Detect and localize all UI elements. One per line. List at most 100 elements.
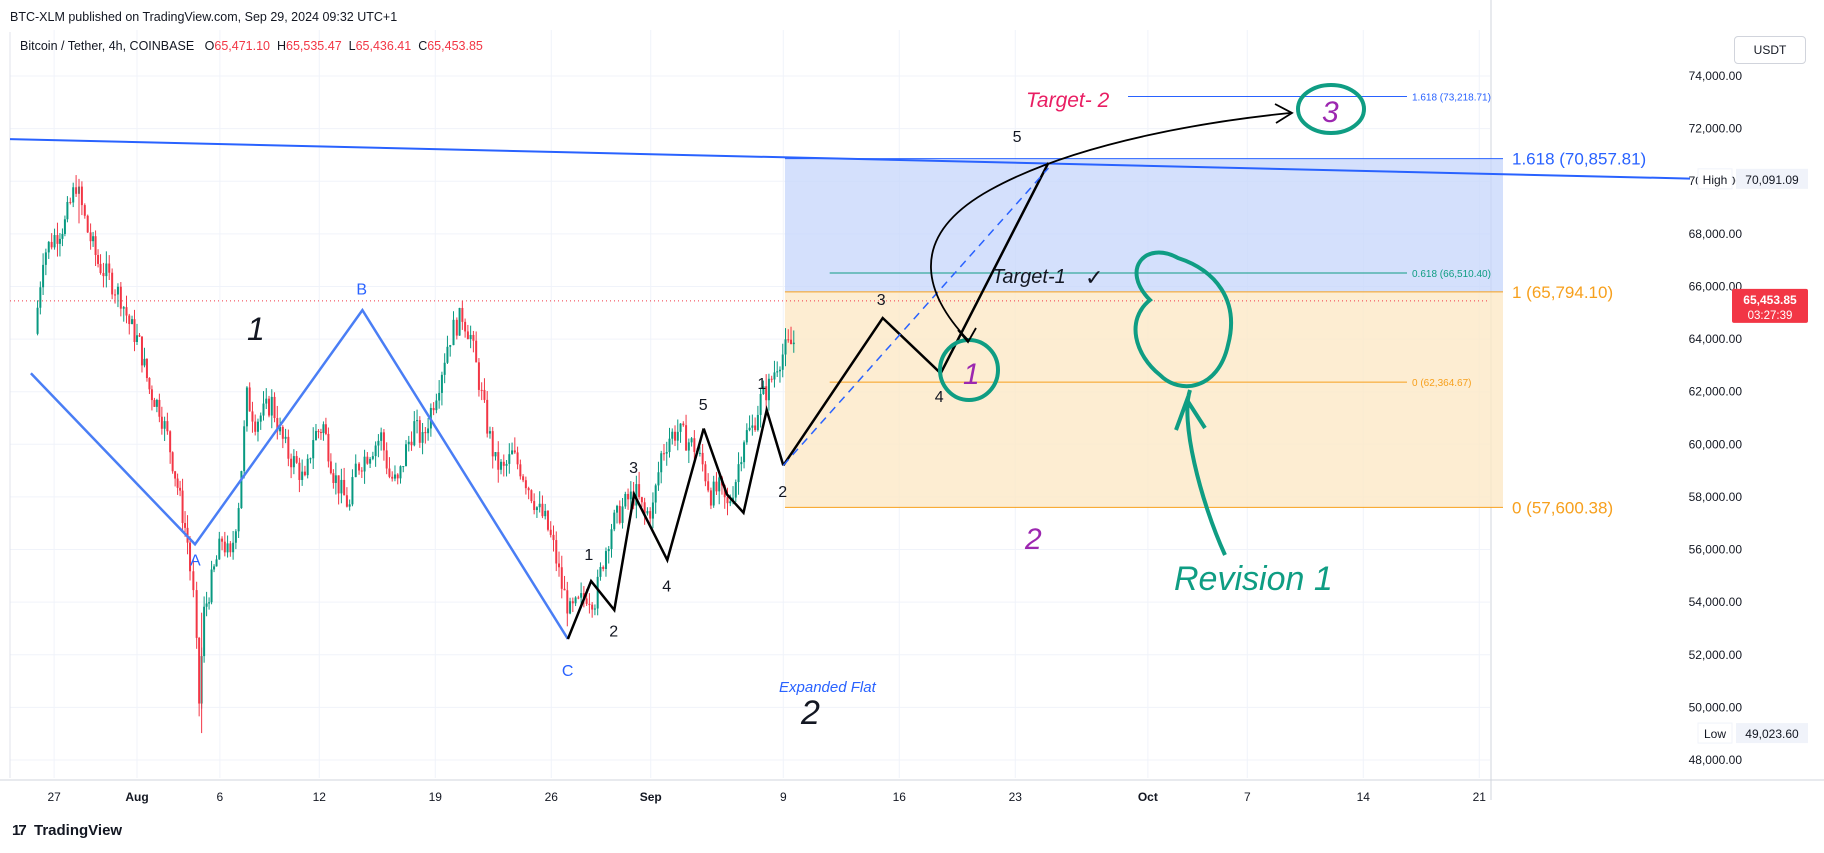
time-tick-label: 6 bbox=[217, 790, 224, 804]
candle-body bbox=[679, 423, 682, 432]
candle-body bbox=[449, 345, 452, 347]
candle-body bbox=[114, 294, 117, 296]
candle-body bbox=[322, 424, 325, 434]
candle-body bbox=[203, 606, 206, 657]
candle-body bbox=[148, 378, 151, 390]
candle-body bbox=[281, 426, 284, 439]
candle-body bbox=[169, 431, 172, 453]
price-tick-label: 56,000.00 bbox=[1689, 543, 1743, 557]
price-tick-label: 72,000.00 bbox=[1689, 122, 1743, 136]
candle-body bbox=[145, 358, 148, 379]
candle-body bbox=[781, 354, 784, 370]
candle-body bbox=[290, 458, 293, 468]
candle-body bbox=[508, 454, 511, 464]
candle-body bbox=[143, 358, 146, 366]
candle-body bbox=[524, 480, 527, 489]
candle-body bbox=[72, 187, 75, 203]
symbol-bar: Bitcoin / Tether, 4h, COINBASE O65,471.1… bbox=[20, 39, 483, 53]
candle-body bbox=[765, 386, 768, 401]
candle-body bbox=[268, 398, 271, 416]
candle-body bbox=[402, 466, 405, 468]
candle-body bbox=[61, 233, 64, 239]
candle-body bbox=[276, 418, 279, 432]
candle-body bbox=[348, 504, 351, 507]
fib-label-0618: 0.618 (66,510.40) bbox=[1412, 269, 1491, 280]
candle-body bbox=[662, 453, 665, 455]
candle-body bbox=[698, 452, 701, 454]
wave-impulse-line bbox=[566, 428, 705, 640]
fib-label-inner-0: 0 (62,364.67) bbox=[1412, 378, 1472, 389]
candle-body bbox=[374, 445, 377, 457]
candle-body bbox=[624, 493, 627, 507]
time-tick-label: 9 bbox=[780, 790, 787, 804]
candle-body bbox=[158, 399, 161, 417]
curved-arrow-head-bottom bbox=[957, 327, 977, 344]
symbol-title[interactable]: Bitcoin / Tether, 4h, COINBASE bbox=[20, 39, 195, 53]
price-tick-label: 74,000.00 bbox=[1689, 69, 1743, 83]
candle-body bbox=[223, 541, 226, 553]
candle-body bbox=[687, 442, 690, 451]
candle-body bbox=[382, 432, 385, 451]
candle-body bbox=[210, 569, 213, 603]
curved-arrow bbox=[930, 112, 1291, 341]
candle-body bbox=[571, 601, 574, 604]
candle-body bbox=[527, 488, 530, 491]
candle-body bbox=[208, 602, 211, 604]
candle-body bbox=[163, 421, 166, 429]
candle-body bbox=[682, 423, 685, 426]
candle-body bbox=[635, 484, 638, 506]
candle-body bbox=[251, 411, 254, 422]
candle-body bbox=[80, 186, 83, 206]
candle-body bbox=[102, 272, 105, 277]
candle-body bbox=[273, 396, 276, 419]
time-tick-label: Sep bbox=[640, 790, 662, 804]
tradingview-logo-icon: 17 bbox=[12, 822, 27, 839]
candle-body bbox=[340, 479, 343, 494]
candle-body bbox=[243, 426, 246, 472]
candle-body bbox=[131, 319, 134, 325]
candle-body bbox=[440, 374, 443, 393]
low-price-value: 49,023.60 bbox=[1745, 727, 1799, 741]
candle-body bbox=[42, 264, 45, 288]
candle-body bbox=[99, 263, 102, 273]
candle-body bbox=[709, 490, 712, 506]
candle-body bbox=[432, 407, 435, 411]
candle-body bbox=[317, 431, 320, 433]
candle-body bbox=[574, 597, 577, 604]
candle-body bbox=[497, 452, 500, 470]
candle-body bbox=[97, 254, 100, 264]
currency-button[interactable]: USDT bbox=[1734, 36, 1806, 64]
candle-body bbox=[770, 378, 773, 380]
candle-body bbox=[136, 335, 138, 342]
wave-label-c: C bbox=[562, 663, 574, 680]
candle-body bbox=[50, 241, 53, 248]
tradingview-logo[interactable]: 17 TradingView bbox=[12, 822, 122, 839]
candle-body bbox=[443, 362, 446, 375]
candle-body bbox=[108, 263, 111, 273]
time-tick-label: Oct bbox=[1138, 790, 1158, 804]
candle-body bbox=[466, 331, 469, 340]
candle-body bbox=[391, 476, 394, 479]
candle-body bbox=[44, 252, 47, 265]
wave-projection-line bbox=[782, 162, 1050, 467]
candle-body bbox=[399, 466, 402, 479]
target-2-label: Target- 2 bbox=[1026, 89, 1110, 112]
candle-body bbox=[229, 543, 232, 553]
candle-body bbox=[160, 416, 163, 429]
wave-abc-line bbox=[29, 307, 569, 640]
candle-body bbox=[488, 431, 491, 434]
candle-body bbox=[133, 319, 136, 342]
candle-body bbox=[792, 342, 795, 345]
candle-body bbox=[676, 431, 679, 441]
ohlc-key: C bbox=[418, 39, 428, 53]
candle-body bbox=[119, 286, 122, 309]
candle-body bbox=[314, 431, 317, 441]
magenta-wave-label-2: 2 bbox=[1024, 523, 1042, 556]
candle-body bbox=[546, 510, 549, 530]
candle-body bbox=[544, 510, 547, 517]
candle-body bbox=[366, 456, 369, 464]
time-tick-label: 16 bbox=[893, 790, 907, 804]
price-tick-label: 62,000.00 bbox=[1689, 385, 1743, 399]
tradingview-brand: TradingView bbox=[34, 822, 123, 839]
